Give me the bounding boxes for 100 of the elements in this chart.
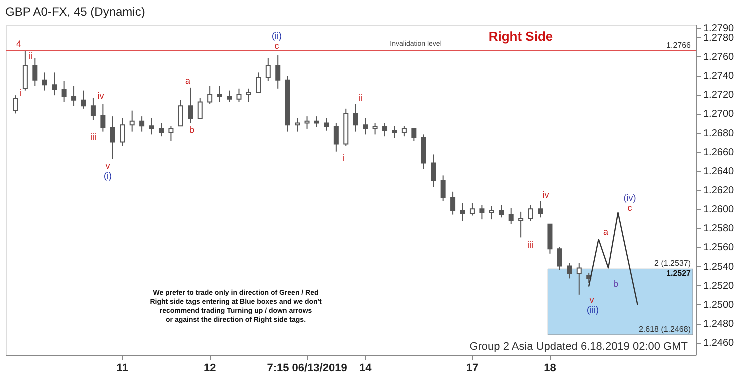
annotation: iv <box>98 91 105 101</box>
candlestick <box>32 58 38 87</box>
candlestick <box>168 126 174 142</box>
candlestick <box>52 72 58 96</box>
annotation: b <box>613 279 619 289</box>
candlestick <box>90 98 96 121</box>
annotation: 1.2766 <box>666 40 692 50</box>
candlestick <box>120 118 126 147</box>
candlestick <box>304 116 310 130</box>
candlestick <box>470 202 475 216</box>
annotation: iii <box>528 240 534 250</box>
candlestick <box>188 87 194 124</box>
candlestick <box>480 204 485 220</box>
x-tick-label: 14 <box>359 362 373 374</box>
x-tick-label: 18 <box>544 362 556 374</box>
x-tick-label: 7:15 06/13/2019 <box>267 362 348 374</box>
candlestick <box>246 88 252 103</box>
candlestick <box>149 118 154 136</box>
annotation: (iv) <box>624 193 636 203</box>
annotation: c <box>274 41 280 51</box>
candlestick <box>489 206 494 220</box>
annotation: 2.618 (1.2468) <box>638 324 692 334</box>
candlestick <box>314 116 320 128</box>
candlestick <box>256 72 262 94</box>
y-tick-label: 1.2780 <box>704 32 735 44</box>
x-tick-label: 11 <box>116 362 128 374</box>
annotation: v <box>590 295 595 305</box>
annotation: iv <box>542 190 550 200</box>
candlestick <box>508 208 514 225</box>
candlestick <box>208 86 213 105</box>
candlestick <box>440 175 446 202</box>
candlestick <box>363 118 368 136</box>
annotation: i <box>343 153 345 163</box>
annotation: i <box>20 88 22 98</box>
candlestick <box>227 90 232 103</box>
candlestick <box>72 86 77 107</box>
y-tick-label: 1.2500 <box>704 300 735 311</box>
candlestick <box>402 126 407 138</box>
y-tick-label: 1.2600 <box>704 204 735 216</box>
candlestick <box>62 80 67 103</box>
candlestick <box>431 154 436 188</box>
y-tick-label: 1.2790 <box>704 23 735 34</box>
y-tick-label: 1.2540 <box>704 262 735 273</box>
y-tick-label: 1.2520 <box>704 280 735 292</box>
candlestick <box>100 104 106 132</box>
candlestick <box>276 55 281 90</box>
candlestick <box>499 204 504 218</box>
annotation: a <box>603 227 609 237</box>
candlestick <box>460 202 466 222</box>
candlestick <box>538 200 544 218</box>
y-tick-label: 1.2560 <box>704 242 735 254</box>
annotation: c <box>628 203 633 213</box>
y-tick-label: 1.2460 <box>704 338 735 350</box>
candlestick <box>178 100 184 127</box>
candlestick <box>13 95 18 114</box>
candlestick <box>295 118 300 132</box>
candlestick <box>412 128 417 142</box>
annotation: 1.2527 <box>666 269 692 278</box>
y-tick-label: 1.2620 <box>704 186 735 196</box>
annotation: a <box>185 76 191 86</box>
candlestick <box>130 110 135 132</box>
y-tick-label: 1.2680 <box>704 128 735 140</box>
candlestick <box>266 58 271 82</box>
candlestick <box>334 122 339 152</box>
line-series <box>588 212 638 306</box>
candlestick <box>22 50 28 92</box>
annotation: (iii) <box>587 305 599 315</box>
y-tick-label: 1.2760 <box>704 52 735 63</box>
candlestick <box>382 122 388 138</box>
candlestick <box>450 191 456 216</box>
annotation: iii <box>91 132 97 142</box>
candlestick <box>372 122 378 136</box>
x-tick-label: 12 <box>204 362 216 374</box>
annotation: (i) <box>104 171 112 181</box>
candlestick <box>42 72 48 92</box>
annotation: 4 <box>16 39 22 49</box>
candlestick <box>236 88 242 103</box>
annotation: Right Side <box>488 29 554 44</box>
annotation: 2 (1.2537) <box>654 259 692 268</box>
annotation: Group 2 Asia Updated 6.18.2019 02:00 GMT <box>470 341 688 353</box>
candlestick <box>81 90 86 110</box>
annotation: ii <box>29 51 33 61</box>
y-tick-label: 1.2580 <box>704 224 735 235</box>
candlestick <box>140 116 145 132</box>
annotation: (ii) <box>272 31 282 41</box>
annotation: ii <box>359 93 363 103</box>
candlestick <box>158 122 164 138</box>
candlestick <box>392 126 398 139</box>
candlestick <box>324 118 330 132</box>
y-tick-label: 1.2640 <box>704 166 735 178</box>
annotation: b <box>189 125 195 135</box>
chart-title: GBP A0-FX, 45 (Dynamic) <box>6 4 146 19</box>
annotation: v <box>106 161 111 171</box>
candlestick <box>217 86 222 103</box>
candlestick <box>518 211 524 238</box>
candlestick <box>110 116 116 160</box>
y-tick-label: 1.2720 <box>704 90 735 102</box>
y-tick-label: 1.2700 <box>704 109 735 120</box>
candlestick <box>353 104 358 132</box>
candlestick <box>567 262 572 280</box>
